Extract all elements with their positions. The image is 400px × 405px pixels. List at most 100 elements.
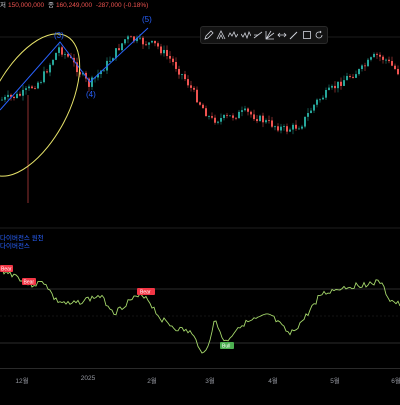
candle-body — [223, 114, 225, 119]
candle-body — [133, 36, 135, 42]
candle-body — [310, 110, 312, 114]
candle-body — [124, 39, 126, 44]
wave-alt-icon[interactable] — [240, 29, 252, 41]
signal-bear-3[interactable]: Bear — [137, 288, 155, 296]
x-tick-mar: 3월 — [205, 378, 215, 385]
pencil-icon[interactable] — [203, 29, 215, 41]
candle-body — [130, 36, 132, 38]
x-tick-feb: 2월 — [147, 378, 157, 385]
candle-body — [184, 74, 186, 80]
wave-icon[interactable] — [227, 29, 239, 41]
candle-body — [1, 99, 3, 101]
candle-body — [382, 56, 384, 60]
candle-body — [172, 58, 174, 62]
candle-body — [157, 43, 159, 47]
brush-icon[interactable] — [288, 29, 300, 41]
candle-body — [37, 82, 39, 89]
candle-body — [91, 77, 93, 87]
ohlc-low-label: 저 — [0, 2, 6, 9]
candle-body — [115, 48, 117, 59]
candle-body — [175, 61, 177, 69]
candle-body — [58, 47, 60, 53]
candle-body — [226, 114, 228, 116]
candle-body — [214, 117, 216, 123]
gann-icon[interactable] — [264, 29, 276, 41]
candle-body — [88, 78, 90, 87]
candle-body — [259, 115, 261, 122]
signal-bull-1[interactable]: Bull — [220, 342, 234, 350]
candle-body — [301, 126, 303, 129]
rotate-icon[interactable] — [313, 29, 325, 41]
candle-body — [199, 102, 201, 105]
candle-body — [10, 94, 12, 97]
elliott-wave-line[interactable] — [0, 27, 149, 111]
candle-body — [265, 120, 267, 123]
highlight-ellipse[interactable] — [0, 18, 100, 191]
candle-body — [127, 36, 129, 40]
candle-body — [136, 37, 138, 42]
ohlc-close-value: 160,249,000 — [55, 2, 93, 9]
candle-body — [64, 53, 66, 55]
candle-body — [19, 93, 21, 96]
candle-body — [337, 81, 339, 89]
candle-body — [343, 80, 345, 86]
x-tick-may: 5월 — [330, 378, 340, 385]
arrow-range-icon[interactable] — [276, 29, 288, 41]
candle-body — [361, 65, 363, 70]
x-tick-dec: 12월 — [15, 378, 29, 385]
candle-body — [79, 72, 81, 75]
oscillator-legend: 다이버전스 원천 다이버전스 — [0, 235, 44, 251]
candle-body — [280, 126, 282, 131]
candle-body — [55, 52, 57, 60]
trend-icon[interactable] — [252, 29, 264, 41]
signal-bear-1[interactable]: Bear — [0, 265, 13, 273]
candle-body — [217, 121, 219, 123]
ohlc-change: -287,000 (-0.18%) — [95, 2, 149, 9]
candle-body — [397, 68, 399, 75]
signal-bear-2-box — [22, 278, 36, 285]
candle-body — [151, 40, 153, 43]
x-tick-apr: 4월 — [268, 378, 278, 385]
signal-bull-1-label: Bull — [222, 344, 230, 350]
signal-bear-1-box — [0, 265, 13, 272]
time-axis[interactable]: 12월 2025 2월 3월 4월 5월 6월 — [0, 368, 400, 401]
candle-body — [349, 75, 351, 77]
candle-body — [31, 86, 33, 89]
candle-body — [391, 61, 393, 66]
candle-body — [328, 87, 330, 91]
ohlc-legend: 저 150,000,000 종 160,249,000 -287,000 (-0.1… — [0, 2, 150, 10]
signal-bear-2[interactable]: Bear — [22, 278, 36, 286]
candle-body — [139, 37, 141, 39]
candle-body — [379, 54, 381, 57]
candle-body — [145, 44, 147, 46]
candle-body — [16, 93, 18, 99]
candle-body — [322, 97, 324, 100]
candle-body — [34, 88, 36, 89]
rectangle-icon[interactable] — [301, 29, 313, 41]
candle-body — [346, 75, 348, 81]
candle-body — [253, 114, 255, 120]
candle-body — [148, 42, 150, 45]
candle-body — [109, 60, 111, 62]
candle-body — [388, 59, 390, 62]
candle-body — [154, 40, 156, 44]
candle-body — [277, 126, 279, 131]
candle-body — [205, 108, 207, 117]
candle-body — [262, 115, 264, 123]
candle-body — [112, 58, 114, 61]
candle-body — [142, 37, 144, 45]
candle-body — [97, 74, 99, 78]
pitchfork-icon[interactable] — [215, 29, 227, 41]
signal-bear-1-label: Bear — [1, 267, 12, 273]
candle-body — [103, 70, 105, 72]
candle-body — [220, 118, 222, 122]
candle-body — [283, 126, 285, 127]
drawing-toolbar — [200, 26, 328, 44]
candle-body — [22, 89, 24, 96]
candle-body — [160, 46, 162, 54]
candle-body — [376, 53, 378, 55]
candle-body — [238, 111, 240, 119]
candle-body — [235, 117, 237, 119]
